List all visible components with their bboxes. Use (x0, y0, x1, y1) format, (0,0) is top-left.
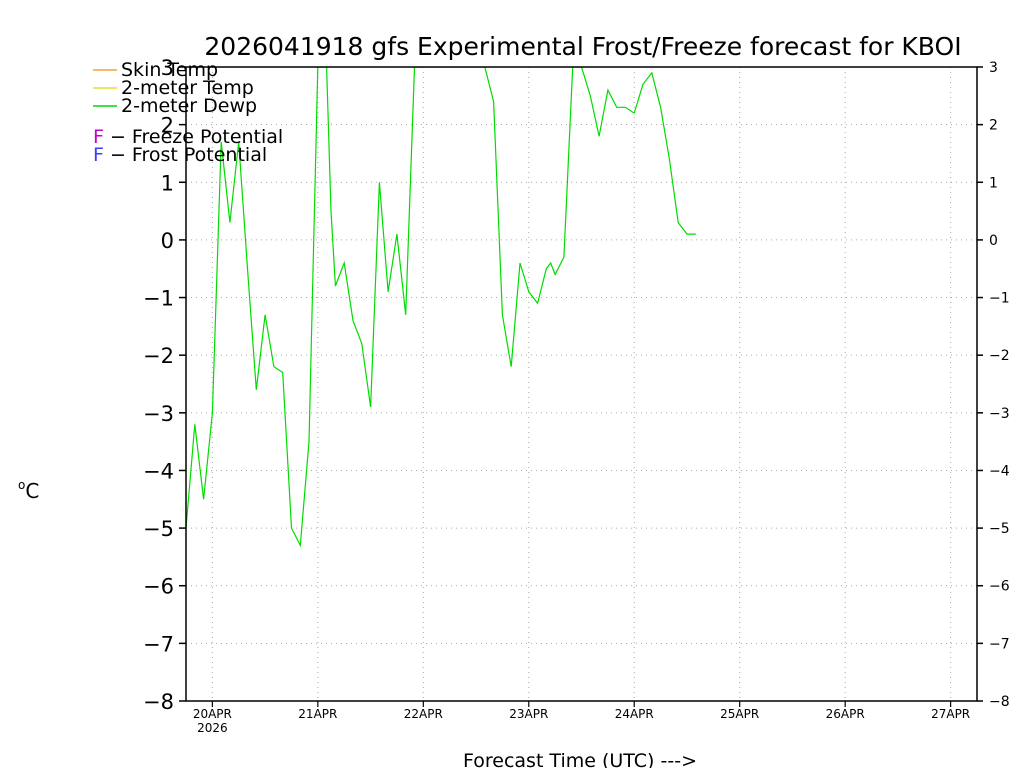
series-line-2m-dewp (186, 67, 696, 548)
y-tick-label-right: 2 (989, 118, 998, 134)
x-tick-label: 24APR (615, 707, 654, 721)
grid-lines (186, 67, 977, 701)
legend-entry: 2-meter Dewp (121, 95, 257, 117)
legend-entry: Skin Temp (121, 59, 218, 81)
y-tick-label-left: −2 (143, 344, 174, 368)
y-tick-label-left: −3 (143, 402, 174, 426)
legend-potential-symbol: F (93, 144, 104, 166)
y-tick-label-left: −7 (143, 632, 174, 656)
legend-potential-entry: F − Freeze Potential (93, 126, 283, 148)
y-tick-label-right: −5 (989, 521, 1010, 537)
y-tick-label-left: 2 (161, 114, 174, 138)
y-tick-label-left: 0 (161, 229, 174, 253)
x-tick-label: 27APR (931, 707, 970, 721)
y-tick-label-right: 1 (989, 175, 998, 191)
legend-potential-symbol: F (93, 126, 104, 148)
chart-title: 2026041918 gfs Experimental Frost/Freeze… (204, 32, 961, 61)
x-axis-label: Forecast Time (UTC) ---> (463, 750, 697, 768)
y-tick-label-left: −4 (143, 459, 174, 483)
legend-potential-label: − Freeze Potential (104, 126, 283, 148)
y-tick-label-left: 3 (161, 56, 174, 80)
x-tick-sublabel: 2026 (197, 721, 228, 735)
y-tick-label-left: −1 (143, 287, 174, 311)
x-tick-label: 21APR (298, 707, 337, 721)
plot-frame (185, 66, 978, 702)
x-tick-label: 26APR (826, 707, 865, 721)
y-tick-label-right: −6 (989, 579, 1010, 595)
y-tick-label-left: −8 (143, 690, 174, 714)
y-tick-label-right: −2 (989, 348, 1010, 364)
y-tick-label-left: −5 (143, 517, 174, 541)
y-tick-label-right: 3 (989, 60, 998, 76)
y-tick-label-right: −1 (989, 291, 1010, 307)
x-tick-label: 25APR (720, 707, 759, 721)
y-axis-label: oC (18, 478, 39, 503)
x-tick-label: 20APR (193, 707, 232, 721)
series-layer (186, 67, 696, 548)
y-tick-label-left: 1 (161, 171, 174, 195)
x-tick-label: 23APR (509, 707, 548, 721)
y-tick-label-right: −3 (989, 406, 1010, 422)
x-tick-label: 22APR (404, 707, 443, 721)
y-tick-label-right: −8 (989, 694, 1010, 710)
y-axis-label-degree: o (18, 478, 25, 492)
y-axis-label-unit: C (25, 479, 39, 503)
y-tick-label-left: −6 (143, 575, 174, 599)
legend-potential-entry: F − Frost Potential (93, 144, 267, 166)
y-tick-label-right: −7 (989, 636, 1010, 652)
y-tick-label-right: 0 (989, 233, 998, 249)
legend-entry: 2-meter Temp (121, 77, 254, 99)
y-axis-ticks: 3 3 2 2 1 1 0 0 −1 −1 −2 −2 −3 −3 −4 −4 −5 −5 −6 −6 −7 −7 −8 −8 (143, 56, 1010, 714)
legend-potential-label: − Frost Potential (104, 144, 267, 166)
y-tick-label-right: −4 (989, 463, 1010, 479)
